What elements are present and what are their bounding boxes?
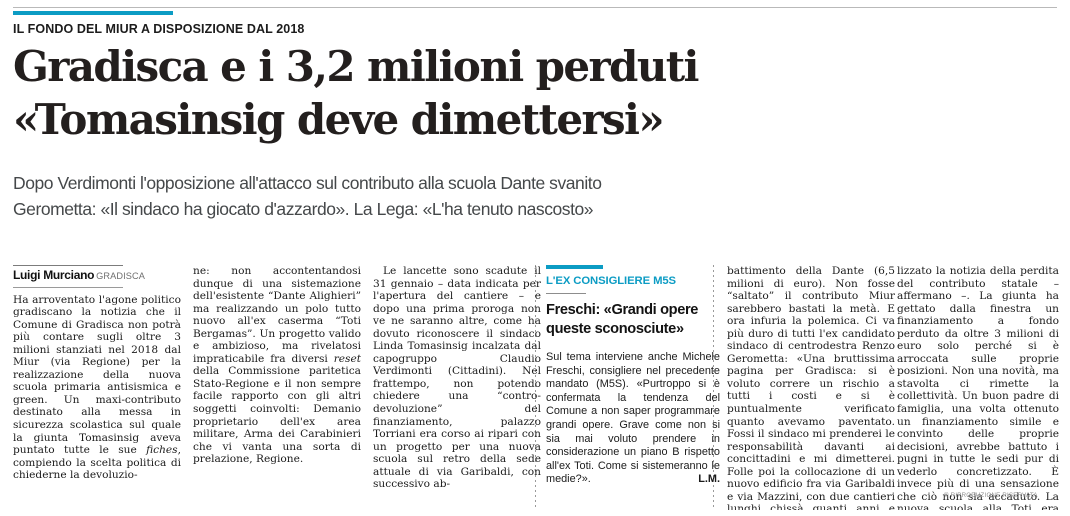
sidebox-title-line-1: Freschi: «Grandi opere <box>546 302 699 319</box>
byline-place: GRADISCA <box>96 271 145 281</box>
subheadline: Dopo Verdimonti l'opposizione all'attacc… <box>13 170 723 222</box>
sidebox-kicker: L'EX CONSIGLIERE M5S <box>546 274 676 287</box>
byline-top-rule <box>13 265 123 266</box>
copyright-notice: © RIPRODUZIONE RISERVATA <box>944 492 1038 499</box>
article-column-1: Luigi Murciano GRADISCA Ha arroventato l'… <box>13 265 181 510</box>
kicker-accent-bar <box>13 11 173 15</box>
headline-line-1: Gradisca e i 3,2 milioni perduti <box>13 42 700 91</box>
paragraph: Le lancette sono scadute il 31 gennaio –… <box>373 265 541 491</box>
col3-text: Le lancette sono scadute il 31 gennaio –… <box>373 265 541 491</box>
paragraph: ne: non accontentandosi dunque di una si… <box>193 265 361 466</box>
sidebox-title: Freschi: «Grandi opere queste sconosciut… <box>546 301 720 338</box>
article-column-2: ne: non accontentandosi dunque di una si… <box>193 265 361 510</box>
paragraph: lizzato la notizia della perdita del con… <box>897 265 1059 510</box>
sidebox-title-line-2: queste sconosciute» <box>546 320 684 337</box>
col6-text: lizzato la notizia della perdita del con… <box>897 265 1059 510</box>
paragraph: Ha arroventato l'agone politico gradisca… <box>13 294 181 482</box>
byline-author: Luigi Murciano <box>13 268 95 282</box>
subheadline-line-2: Gerometta: «Il sindaco ha giocato d'azza… <box>13 199 594 219</box>
headline-line-2: «Tomasinsig deve dimettersi» <box>13 95 665 144</box>
sidebox-body: Sul tema interviene anche Michele Fresch… <box>546 351 720 487</box>
col1-text-b: , compiendo la scelta politica di chiede… <box>13 444 181 482</box>
col2-text-a: ne: non accontentandosi dunque di una si… <box>193 265 361 365</box>
col1-text-a: Ha arroventato l'agone politico gradisca… <box>13 293 181 457</box>
sidebox-rule <box>546 293 586 295</box>
sidebox-left-divider <box>535 265 536 509</box>
top-divider-rule <box>13 7 1057 8</box>
paragraph: battimento della Dante (6,5 milioni di e… <box>727 265 895 510</box>
col2-text-italic: reset <box>333 352 361 365</box>
sidebox-signature: L.M. <box>698 473 720 486</box>
byline: Luigi Murciano GRADISCA <box>13 269 181 283</box>
byline-bottom-rule <box>13 286 123 288</box>
sidebox-right-divider <box>713 265 714 509</box>
sidebox-accent-bar <box>546 265 603 269</box>
subheadline-line-1: Dopo Verdimonti l'opposizione all'attacc… <box>13 173 602 193</box>
article-column-6: lizzato la notizia della perdita del con… <box>897 265 1059 510</box>
sidebar-box-m5s: L'EX CONSIGLIERE M5S Freschi: «Grandi op… <box>546 265 720 510</box>
col5-text-a: battimento della Dante (6,5 milioni di e… <box>727 265 895 510</box>
article-body: Luigi Murciano GRADISCA Ha arroventato l'… <box>13 265 1059 510</box>
kicker-text: IL FONDO DEL MIUR A DISPOSIZIONE DAL 201… <box>13 22 305 36</box>
col2-text-b: della Commissione paritetica Stato-Regio… <box>193 365 361 466</box>
article-column-5: battimento della Dante (6,5 milioni di e… <box>727 265 895 510</box>
article-column-3: Le lancette sono scadute il 31 gennaio –… <box>373 265 541 510</box>
col1-text-italic: fiches <box>146 444 178 457</box>
page-title: Gradisca e i 3,2 milioni perduti «Tomasi… <box>13 40 713 146</box>
sidebox-text: Sul tema interviene anche Michele Fresch… <box>546 351 720 486</box>
kicker-block: IL FONDO DEL MIUR A DISPOSIZIONE DAL 201… <box>13 11 733 36</box>
